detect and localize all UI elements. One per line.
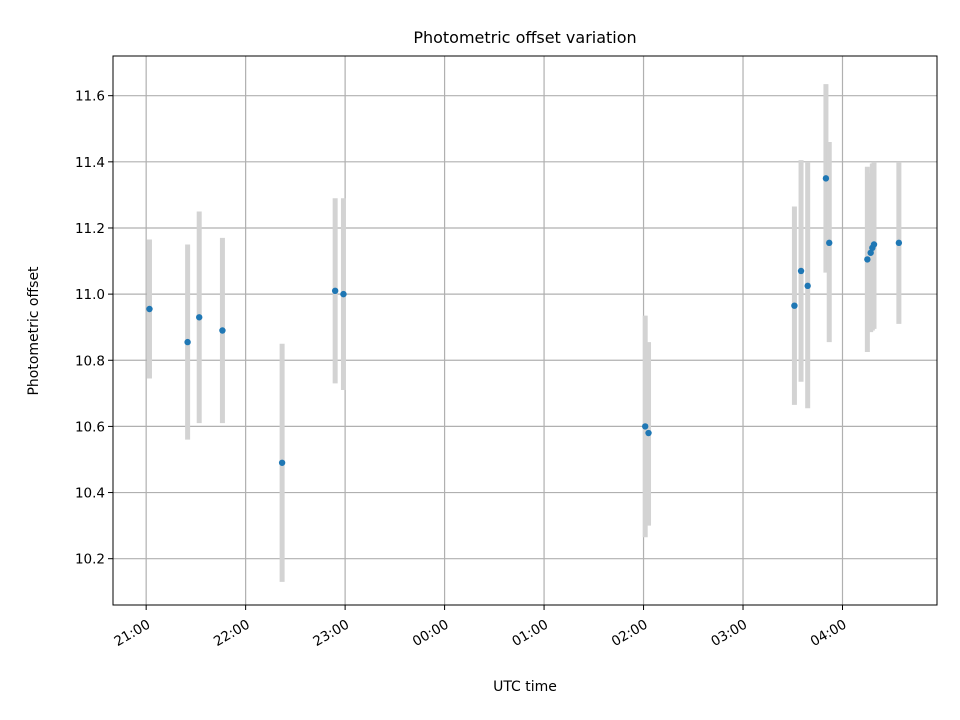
data-point [219, 327, 226, 334]
data-point [797, 267, 805, 275]
data-point [864, 256, 871, 263]
plot-frame [112, 55, 938, 606]
y-axis-label: Photometric offset [26, 266, 42, 396]
data-point [822, 175, 830, 182]
grid [113, 56, 937, 605]
data-point [331, 287, 339, 295]
y-tick-label: 10.6 [75, 419, 105, 435]
y-tick-label: 11.6 [75, 89, 105, 105]
data-point [826, 239, 833, 247]
chart-title: Photometric offset variation [413, 28, 636, 47]
data-point [642, 423, 649, 430]
y-tick-label: 11.2 [75, 221, 105, 237]
data-point [867, 249, 874, 256]
y-tick-label: 10.8 [75, 353, 105, 369]
y-tick-label: 10.4 [75, 486, 105, 502]
data-points [146, 175, 903, 466]
data-point [645, 429, 652, 437]
data-point [804, 282, 811, 290]
data-point [870, 241, 878, 248]
x-axis-label: UTC time [493, 679, 557, 695]
data-point [278, 459, 286, 466]
data-point [895, 239, 903, 247]
y-tick-label: 10.2 [75, 552, 105, 568]
data-point [791, 302, 798, 309]
data-point [146, 305, 153, 313]
y-tick-label: 11.0 [75, 287, 105, 303]
y-tick-label: 11.4 [75, 155, 105, 171]
data-point [184, 338, 191, 346]
data-point [196, 314, 203, 321]
data-point [340, 290, 347, 298]
